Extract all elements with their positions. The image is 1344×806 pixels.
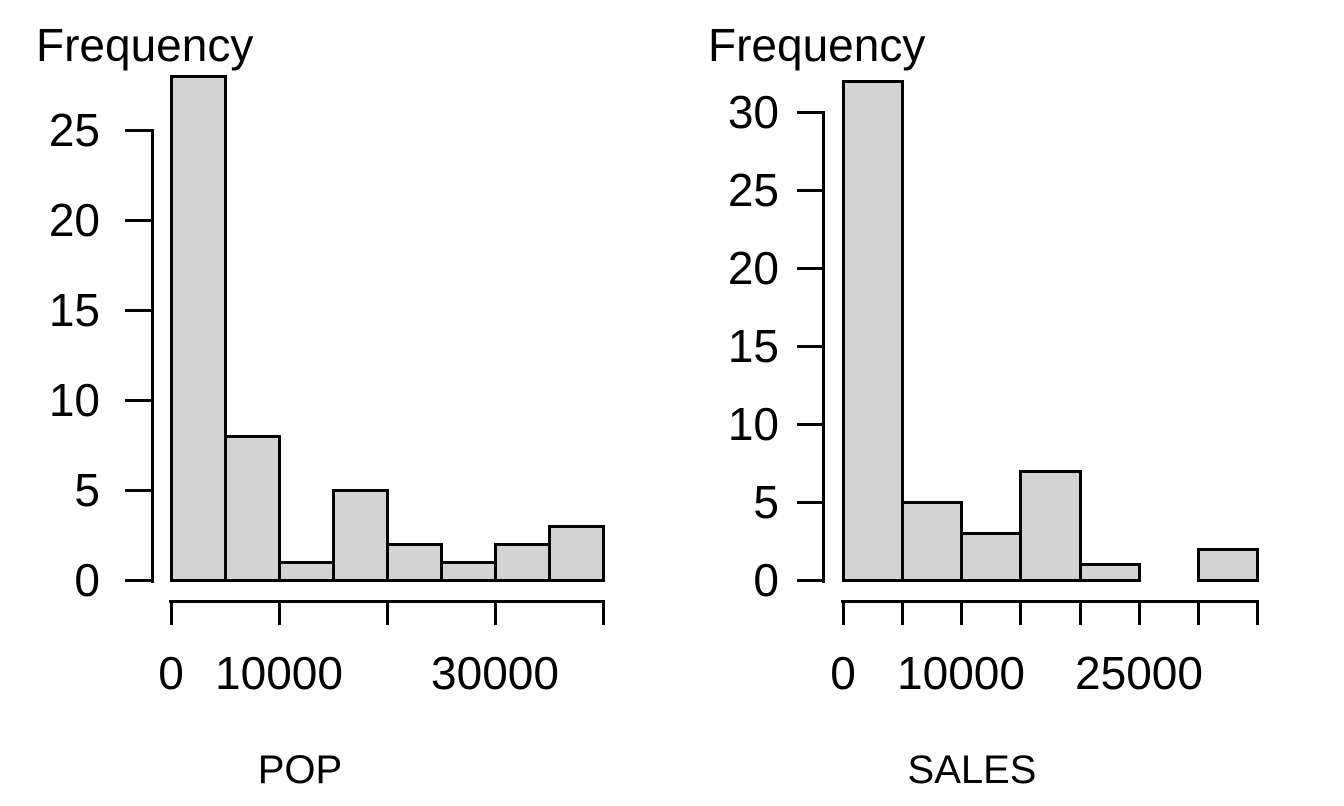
sales-y-tick <box>797 267 822 270</box>
pop-y-tick <box>125 579 151 582</box>
sales-y-tick-label: 30 <box>727 86 779 138</box>
sales-x-tick <box>1079 603 1082 625</box>
pop-y-tick <box>125 129 151 132</box>
pop-y-tick <box>125 309 151 312</box>
sales-histogram-bar <box>960 532 1022 582</box>
sales-x-tick <box>1197 603 1200 625</box>
sales-histogram-bar <box>842 80 904 582</box>
sales-y-tick <box>797 501 822 504</box>
pop-histogram-bar <box>548 525 605 582</box>
pop-y-axis-line <box>151 129 154 583</box>
sales-x-tick <box>1256 603 1259 625</box>
sales-x-tick-label: 0 <box>830 647 856 699</box>
sales-y-tick <box>797 189 822 192</box>
pop-y-tick-label: 10 <box>48 374 100 426</box>
pop-x-tick-label: 0 <box>158 647 184 699</box>
pop-y-tick <box>125 489 151 492</box>
pop-histogram-bar <box>332 489 389 582</box>
sales-y-tick <box>797 111 822 114</box>
sales-x-axis-title: SALES <box>907 748 1037 792</box>
sales-x-tick <box>842 603 845 625</box>
pop-x-tick <box>386 603 389 625</box>
pop-y-tick-label: 15 <box>48 284 100 336</box>
sales-x-tick <box>1019 603 1022 625</box>
pop-histogram-bar <box>170 75 227 582</box>
pop-y-tick-label: 25 <box>48 104 100 156</box>
sales-histogram-bar <box>901 501 963 582</box>
pop-x-axis-title: POP <box>257 748 343 792</box>
pop-y-tick <box>125 399 151 402</box>
pop-x-tick <box>278 603 281 625</box>
pop-y-tick <box>125 219 151 222</box>
sales-x-axis-line <box>841 600 1259 603</box>
pop-x-tick <box>170 603 173 625</box>
pop-x-tick-label: 10000 <box>215 647 343 699</box>
sales-y-tick-label: 25 <box>727 164 779 216</box>
sales-histogram-bar <box>1197 548 1259 582</box>
sales-y-tick-label: 10 <box>727 398 779 450</box>
pop-histogram-bar <box>224 435 281 582</box>
pop-x-tick <box>602 603 605 625</box>
sales-x-tick <box>960 603 963 625</box>
sales-y-tick <box>797 345 822 348</box>
sales-x-tick-label: 25000 <box>1075 647 1203 699</box>
sales-x-tick-label: 10000 <box>897 647 1025 699</box>
sales-histogram-bar <box>1019 470 1082 582</box>
pop-x-tick <box>494 603 497 625</box>
pop-y-axis-title: Frequency <box>36 19 254 71</box>
sales-y-tick-label: 0 <box>753 554 779 606</box>
sales-x-tick <box>901 603 904 625</box>
sales-y-tick <box>797 423 822 426</box>
sales-y-axis-line <box>822 111 825 583</box>
sales-y-tick-label: 5 <box>753 476 779 528</box>
pop-y-tick-label: 0 <box>74 554 100 606</box>
sales-y-tick-label: 20 <box>727 242 779 294</box>
sales-y-axis-title: Frequency <box>708 19 926 71</box>
sales-y-tick-label: 15 <box>727 320 779 372</box>
sales-x-tick <box>1138 603 1141 625</box>
sales-histogram-bar <box>1079 563 1141 582</box>
pop-histogram-bar <box>386 543 443 582</box>
sales-y-tick <box>797 579 822 582</box>
pop-y-tick-label: 5 <box>74 464 100 516</box>
pop-x-tick-label: 30000 <box>431 647 559 699</box>
pop-histogram-bar <box>494 543 551 582</box>
pop-x-axis-line <box>169 600 605 603</box>
pop-y-tick-label: 20 <box>48 194 100 246</box>
